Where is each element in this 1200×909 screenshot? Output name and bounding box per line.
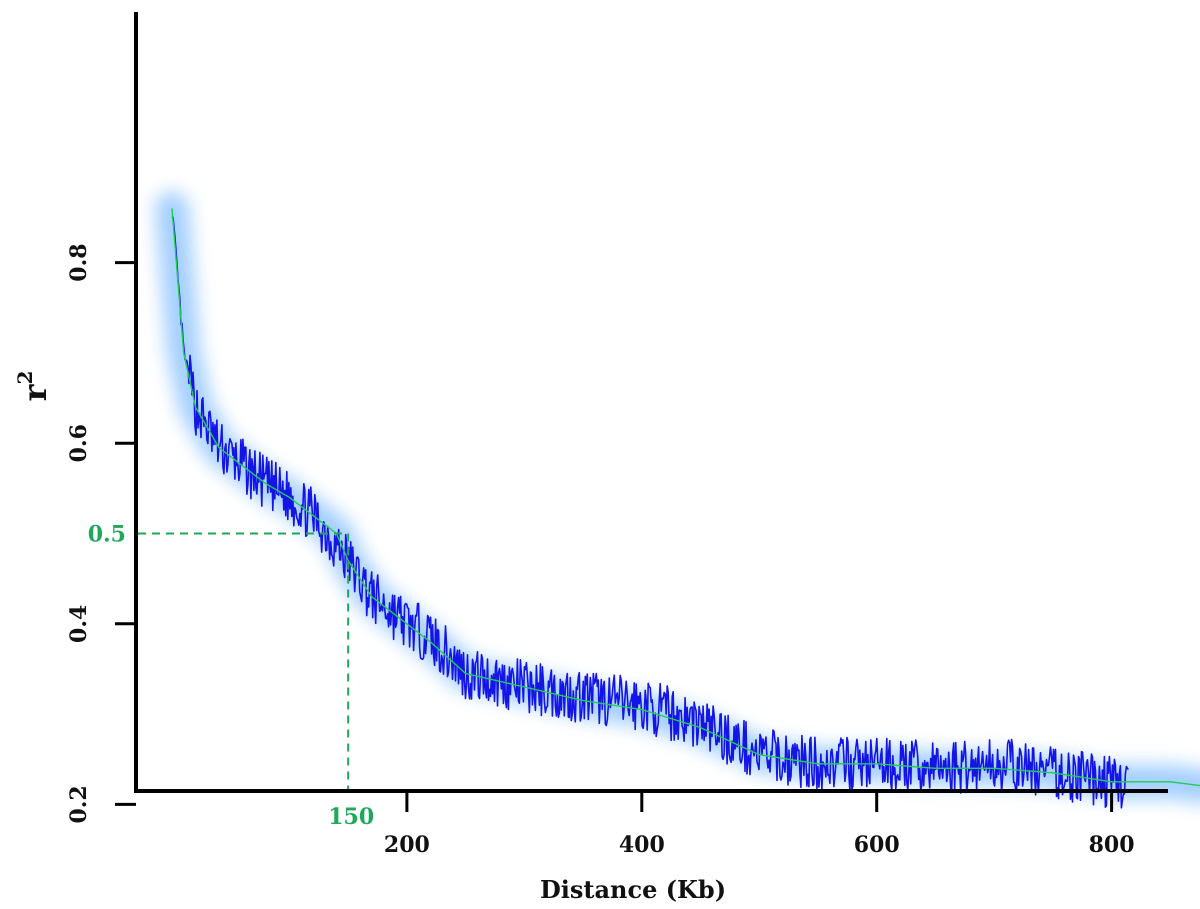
x-axis-title: Distance (Kb) bbox=[540, 875, 726, 904]
y-tick-label: 0.2 bbox=[66, 785, 92, 823]
y-ticks: 0.2 0.4 0.6 0.8 bbox=[66, 243, 136, 824]
reference-x-label: 150 bbox=[328, 804, 374, 830]
reference-y-label: 0.5 bbox=[88, 522, 126, 548]
reference-layer: 0.5 150 bbox=[88, 522, 374, 831]
series-noisy-r2 bbox=[171, 215, 1129, 809]
y-tick-label: 0.4 bbox=[66, 605, 92, 643]
y-axis-title: r2 bbox=[13, 371, 54, 402]
x-tick-label: 200 bbox=[384, 832, 430, 858]
series-fitted-curve bbox=[171, 208, 1200, 787]
y-axis-title-superscript: 2 bbox=[13, 371, 37, 385]
y-tick-label: 0.6 bbox=[66, 424, 92, 462]
y-axis-title-base: r bbox=[16, 383, 54, 401]
x-tick-label: 600 bbox=[854, 832, 900, 858]
y-tick-label: 0.8 bbox=[66, 243, 92, 281]
x-ticks: 200 400 600 800 bbox=[384, 791, 1135, 858]
x-tick-label: 800 bbox=[1089, 832, 1135, 858]
x-tick-label: 400 bbox=[619, 832, 665, 858]
series-glow bbox=[155, 191, 1200, 803]
series-layer bbox=[155, 191, 1200, 809]
